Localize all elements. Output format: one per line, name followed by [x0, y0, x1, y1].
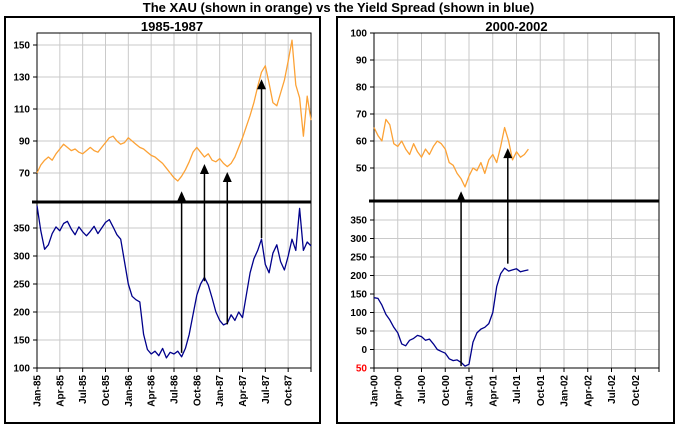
y-tick-label-upper: 90 [19, 137, 31, 148]
panel-right-title: 2000-2002 [485, 19, 548, 34]
y-tick-label-lower: 250 [13, 280, 30, 291]
y-tick-label-lower: 50 [356, 364, 368, 375]
x-tick-label: Oct-02 [631, 375, 642, 407]
y-tick-label-upper: 80 [356, 83, 368, 94]
x-tick-label: Jan-02 [560, 375, 571, 407]
y-tick-label-lower: 200 [350, 271, 367, 282]
signal-arrowhead-icon [503, 148, 513, 159]
x-tick-label: Jan-85 [33, 375, 44, 407]
x-tick-label: Jul-00 [417, 375, 428, 404]
y-tick-label-upper: 60 [356, 137, 368, 148]
x-tick-label: Oct-87 [284, 375, 295, 407]
y-tick-label-lower: 250 [350, 253, 367, 264]
x-tick-label: Jul-85 [78, 375, 89, 404]
x-tick-label: Jul-02 [607, 375, 618, 404]
y-tick-label-upper: 70 [19, 169, 31, 180]
x-tick-label: Jan-86 [124, 375, 135, 407]
y-tick-label-upper: 110 [14, 105, 31, 116]
y-tick-label-lower: 150 [350, 290, 367, 301]
xau-series-line [36, 39, 312, 182]
signal-arrowhead-icon [199, 164, 209, 174]
y-tick-label-upper: 90 [356, 56, 368, 67]
y-tick-label-lower: 150 [13, 336, 30, 347]
chart-title: The XAU (shown in orange) vs the Yield S… [142, 0, 535, 15]
yield-spread-series-line [373, 267, 529, 367]
signal-arrowhead-icon [257, 79, 267, 90]
x-tick-label: Jan-01 [465, 375, 476, 407]
y-tick-label-lower: 50 [356, 327, 368, 338]
signal-arrowhead-icon [456, 191, 466, 202]
y-tick-label-lower: 100 [13, 364, 30, 375]
y-tick-label-upper: 70 [356, 110, 368, 121]
x-tick-label: Jul-86 [170, 375, 181, 404]
x-tick-label: Apr-85 [55, 375, 66, 407]
x-tick-label: Jul-87 [261, 375, 272, 404]
x-tick-label: Oct-86 [192, 375, 203, 407]
signal-arrowhead-icon [222, 172, 232, 182]
y-tick-label-lower: 300 [13, 252, 30, 263]
x-tick-label: Jul-01 [512, 375, 523, 404]
x-tick-label: Oct-00 [441, 375, 452, 407]
x-tick-label: Jan-00 [370, 375, 381, 407]
x-tick-label: Apr-02 [583, 375, 594, 407]
x-tick-label: Apr-00 [393, 375, 404, 407]
yield-spread-series-line [36, 205, 312, 359]
y-tick-label-lower: 350 [350, 216, 367, 227]
x-tick-label: Apr-86 [147, 375, 158, 407]
signal-arrowhead-icon [177, 191, 187, 202]
y-tick-label-lower: 0 [361, 345, 367, 356]
y-tick-label-lower: 100 [350, 308, 367, 319]
y-tick-label-upper: 130 [13, 73, 30, 84]
xau-series-line [373, 118, 529, 188]
x-tick-label: Jan-87 [215, 375, 226, 407]
x-tick-label: Apr-01 [488, 375, 499, 407]
x-tick-label: Apr-87 [238, 375, 249, 407]
y-tick-label-lower: 200 [13, 308, 30, 319]
panel-1985-1987: 1985-1987 [4, 16, 321, 424]
x-tick-label: Oct-85 [101, 375, 112, 407]
y-tick-label-upper: 100 [350, 29, 367, 40]
y-tick-label-lower: 350 [13, 224, 30, 235]
x-tick-label: Oct-01 [536, 375, 547, 407]
y-tick-label-upper: 50 [356, 164, 368, 175]
y-tick-label-lower: 300 [350, 234, 367, 245]
panel-left-title: 1985-1987 [140, 19, 204, 34]
y-tick-label-upper: 150 [13, 41, 30, 52]
